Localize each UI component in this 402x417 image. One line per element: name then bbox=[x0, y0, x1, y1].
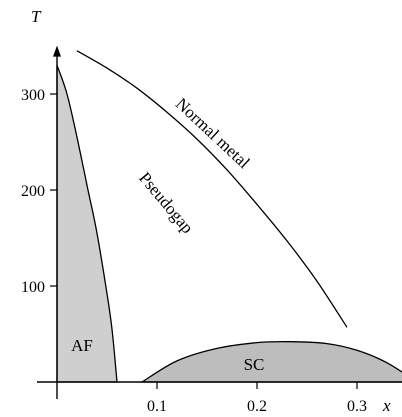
y-axis-arrowhead bbox=[53, 45, 61, 57]
y-tick-label: 300 bbox=[21, 87, 45, 104]
x-axis-title: x bbox=[382, 396, 391, 415]
y-axis-title: T bbox=[31, 7, 42, 26]
sc-region bbox=[139, 340, 402, 383]
y-tick-label: 100 bbox=[21, 279, 45, 296]
normal-metal-label: Normal metal bbox=[172, 94, 254, 172]
regions-layer bbox=[56, 64, 402, 383]
af-region-label: AF bbox=[71, 336, 93, 355]
x-tick-label: 0.2 bbox=[247, 398, 267, 415]
af-region bbox=[56, 64, 118, 383]
normal-metal-boundary-line bbox=[76, 50, 348, 328]
series-layer bbox=[76, 50, 348, 328]
axes-layer: x T bbox=[31, 7, 402, 415]
ticks-layer: 0.1 0.2 0.3 100 200 300 bbox=[21, 87, 367, 415]
sc-region-label: SC bbox=[244, 355, 265, 374]
x-tick-label: 0.3 bbox=[347, 398, 367, 415]
x-tick-label: 0.1 bbox=[147, 398, 167, 415]
y-tick-label: 200 bbox=[21, 183, 45, 200]
pseudogap-label: Pseudogap bbox=[135, 168, 197, 237]
